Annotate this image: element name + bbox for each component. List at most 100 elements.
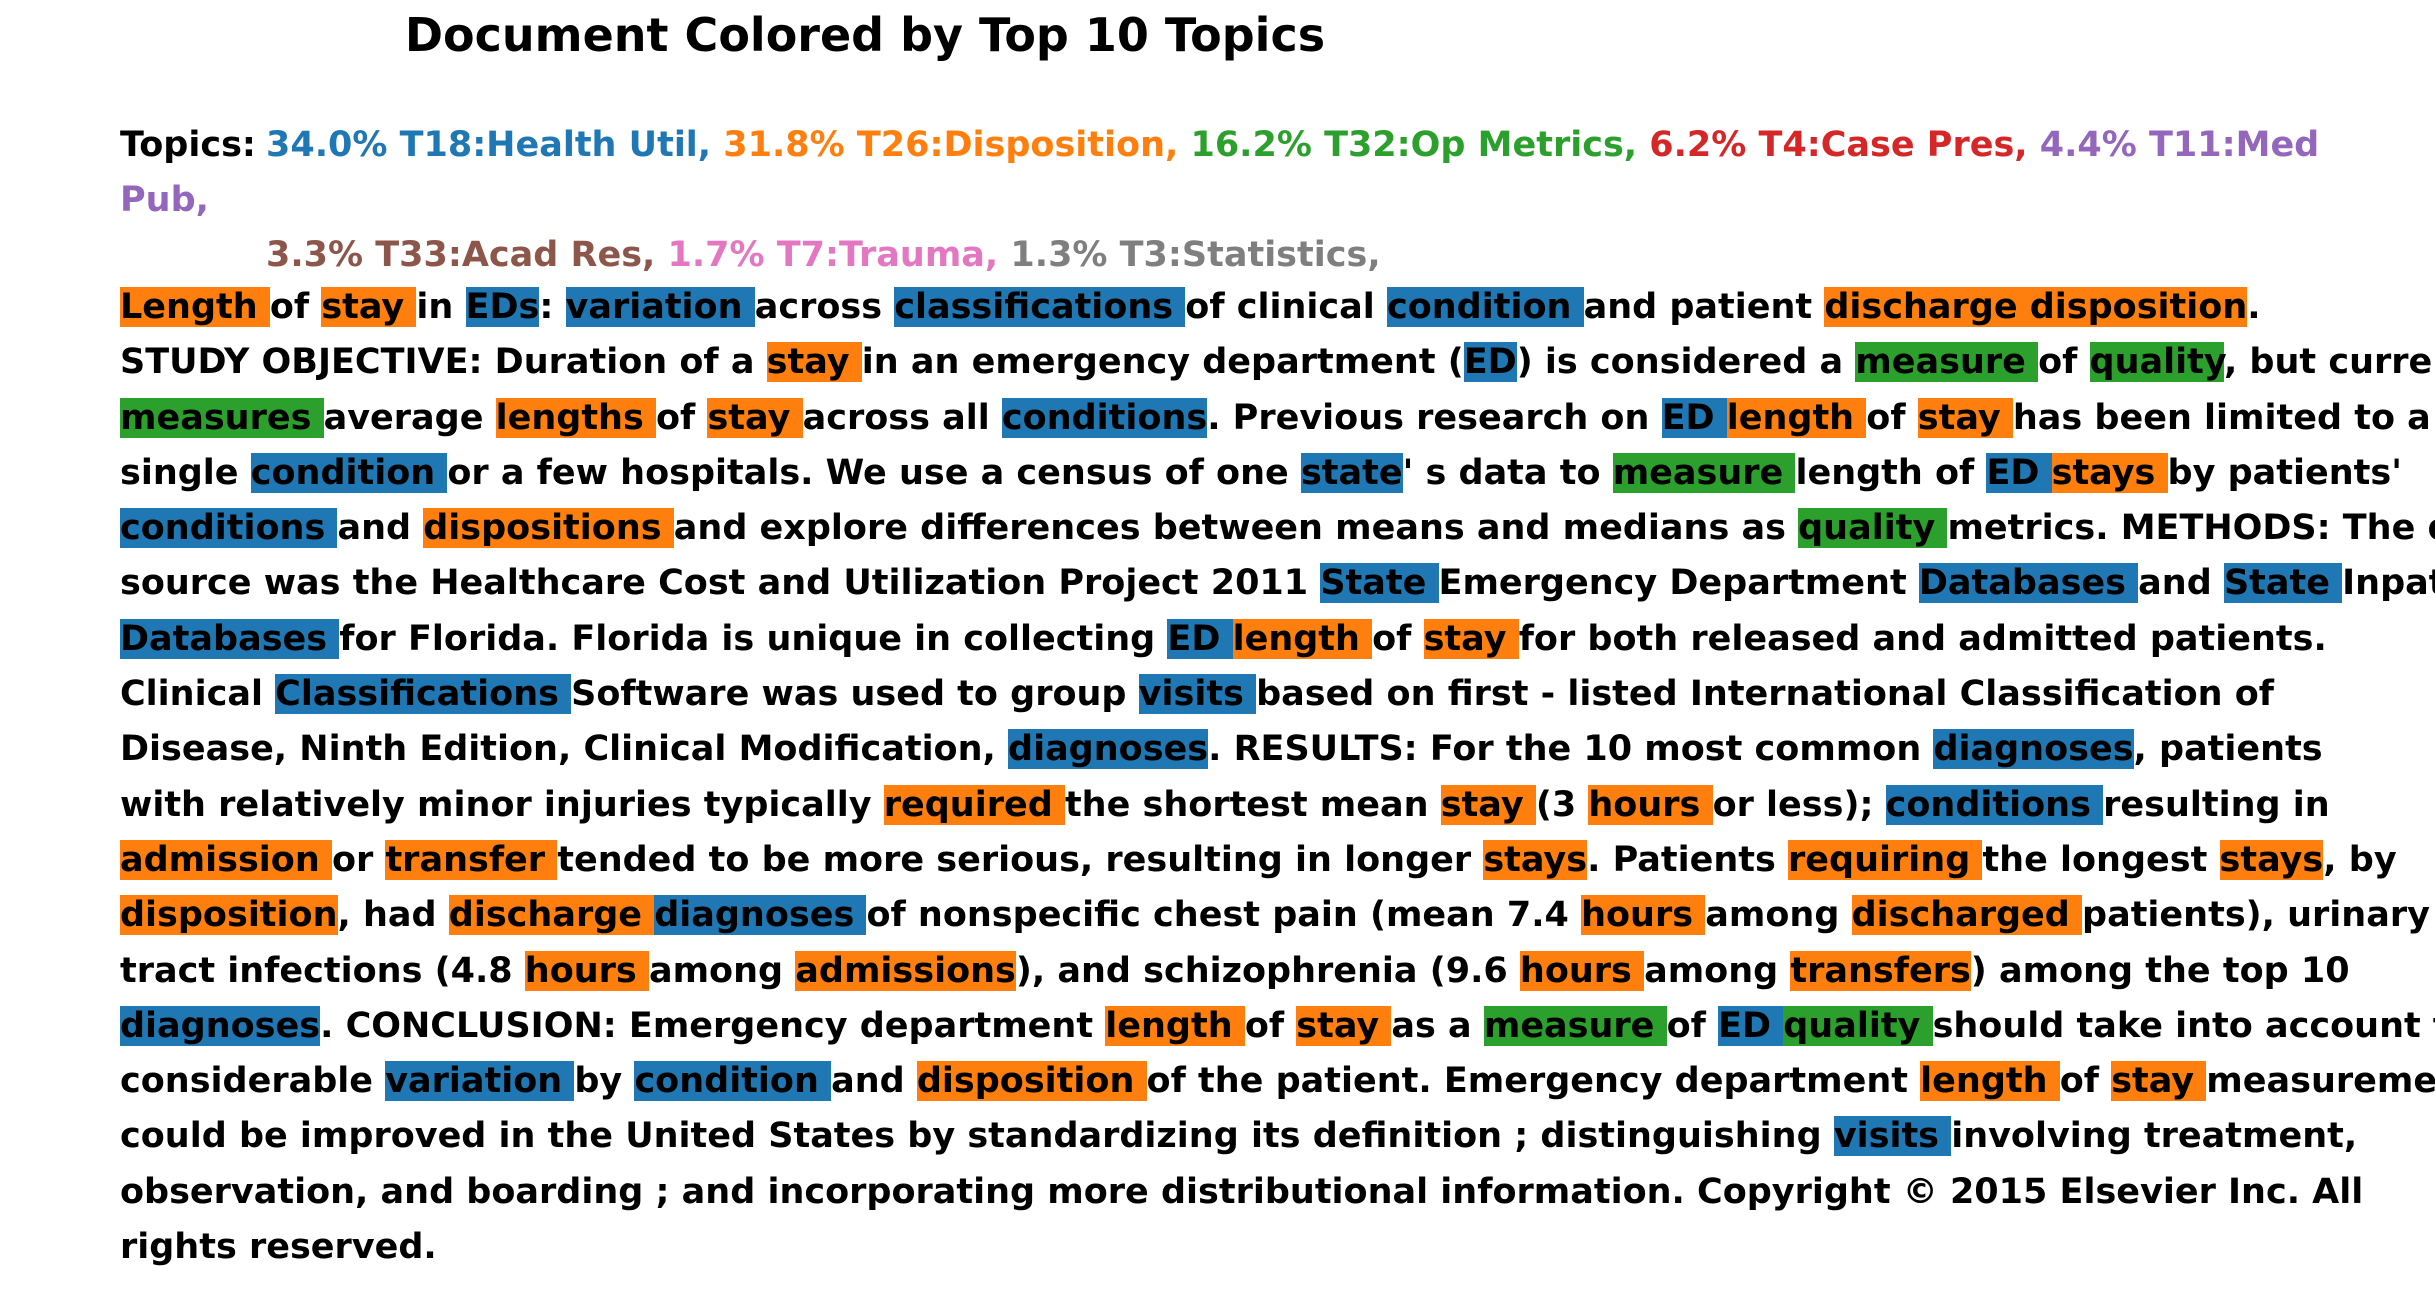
document-line: Disease, Ninth Edition, Clinical Modific… [120,722,2430,777]
highlighted-term: stay [321,287,417,327]
document-line: considerable variation by condition and … [120,1054,2435,1109]
plain-text: ) is considered a [1516,342,1856,383]
highlighted-term: stays [2219,839,2324,880]
highlighted-term: State [2223,563,2343,604]
highlighted-term: stay [766,342,862,383]
plain-text: of nonspecific chest pain (mean 7.4 [866,895,1582,936]
plain-text: , patients [2133,729,2323,770]
plain-text: . Patients [1587,839,1789,880]
highlighted-term: hours [1581,895,1706,936]
highlighted-term: Databases [1918,563,2139,604]
highlighted-term: disposition [120,895,338,936]
topic-legend-line-2: 3.3% T33:Acad Res, 1.7% T7:Trauma, 1.3% … [120,228,2400,283]
document-line: source was the Healthcare Cost and Utili… [120,556,2435,611]
topic-entry: 34.0% T18:Health Util, [266,125,712,165]
highlighted-term: discharged [1851,895,2083,936]
topic-entry: 3.3% T33:Acad Res, [266,235,656,275]
highlighted-term: diagnoses [1933,729,2134,770]
highlighted-term: condition [1386,287,1584,327]
highlighted-term: conditions [120,508,338,549]
topic-entry: 6.2% T4:Case Pres, [1649,125,2028,165]
plain-text: of [269,287,322,327]
plain-text: considerable [120,1061,386,1102]
highlighted-term: hours [1519,950,1645,991]
plain-text: Disease, Ninth Edition, Clinical Modific… [120,729,1009,770]
plain-text: by patients' [2167,452,2402,493]
document-line: tract infections (4.8 hours among admiss… [120,944,2430,999]
plain-text: has been limited to a [2012,397,2431,438]
plain-text: the longest [1982,839,2220,880]
plain-text: , had [337,895,449,936]
highlighted-term: disposition [916,1061,1147,1102]
highlighted-term: stay [1296,1005,1392,1046]
plain-text: and explore differences between means an… [673,508,1799,549]
plain-text: of [2038,342,2090,383]
highlighted-term: condition [634,1061,832,1102]
document-line: conditions and dispositions and explore … [120,501,2435,556]
highlighted-term: requiring [1788,839,1983,880]
document-line: Databases for Florida. Florida is unique… [120,612,2430,667]
plain-text: of [1244,1005,1297,1046]
plain-text: should take into account the [1932,1005,2435,1046]
highlighted-term: measures [120,397,324,438]
highlighted-term: lengths [495,397,656,438]
highlighted-term: Length [120,287,270,327]
plain-text: based on first - listed International Cl… [1256,674,2275,715]
document-line: Length of stay in EDs: variation across … [120,280,2430,335]
highlighted-term: admissions [795,950,1016,991]
plain-text: could be improved in the United States b… [120,1116,1834,1157]
highlighted-term: ED [1661,397,1727,438]
plain-text: , by [2323,839,2397,880]
plain-text: and [2138,563,2224,604]
highlighted-term: ED [1986,452,2052,493]
plain-text: by [574,1061,635,1102]
highlighted-term: stay [2111,1061,2207,1102]
highlighted-term: required [883,784,1065,825]
highlighted-term: diagnoses [1008,729,1209,770]
plain-text: among [1705,895,1852,936]
plain-text: tended to be more serious, resulting in … [557,839,1484,880]
highlighted-term: hours [524,950,649,991]
plain-text: involving treatment, [1951,1116,2358,1157]
plain-text: and [831,1061,917,1102]
highlighted-term: measure [1612,452,1796,493]
document-line: measures average lengths of stay across … [120,391,2431,446]
highlighted-term: quality [1783,1005,1933,1046]
plain-text: and [337,508,424,549]
highlighted-term: length [1105,1005,1245,1046]
plain-text: Emergency Department [1438,563,1919,604]
plain-text: of [656,397,708,438]
highlighted-term: stays [2051,452,2168,493]
topic-legend: Topics: 34.0% T18:Health Util, 31.8% T26:… [120,118,2400,283]
plain-text: Software was used to group [571,674,1139,715]
plain-text: . RESULTS: For the 10 most common [1208,729,1934,770]
plain-text: with relatively minor injuries typically [120,784,884,825]
plain-text: single [120,452,251,493]
highlighted-term: Classifications [275,674,572,715]
highlighted-term: discharge [448,895,655,936]
plain-text: of the patient. Emergency department [1146,1061,1921,1102]
plain-text: across [754,287,895,327]
document-line: could be improved in the United States b… [120,1109,2430,1164]
plain-text: rights reserved. [120,1227,437,1268]
topic-entry: 31.8% T26:Disposition, [723,125,1179,165]
highlighted-term: length [1726,397,1867,438]
document-line: rights reserved. [120,1220,2430,1275]
document-line: admission or transfer tended to be more … [120,833,2430,888]
highlighted-term: quality [1798,508,1948,549]
plain-text: average [323,397,496,438]
document-line: with relatively minor injuries typically… [120,778,2430,833]
highlighted-term: variation [565,287,755,327]
plain-text: for Florida. Florida is unique in collec… [339,618,1168,659]
plain-text: , but current [2223,342,2435,383]
document-title: Document Colored by Top 10 Topics [404,8,1326,62]
topic-entry: 4.4% T11:Med Pub, [120,125,2320,220]
plain-text: the shortest mean [1064,784,1441,825]
plain-text: as a [1391,1005,1484,1046]
document-line: Clinical Classifications Software was us… [120,667,2430,722]
plain-text: and patient [1583,287,1825,327]
topic-legend-line-1: Topics: 34.0% T18:Health Util, 31.8% T26:… [120,118,2400,228]
highlighted-term: stay [707,397,803,438]
plain-text: : [539,287,566,327]
highlighted-term: ED [1718,1005,1784,1046]
